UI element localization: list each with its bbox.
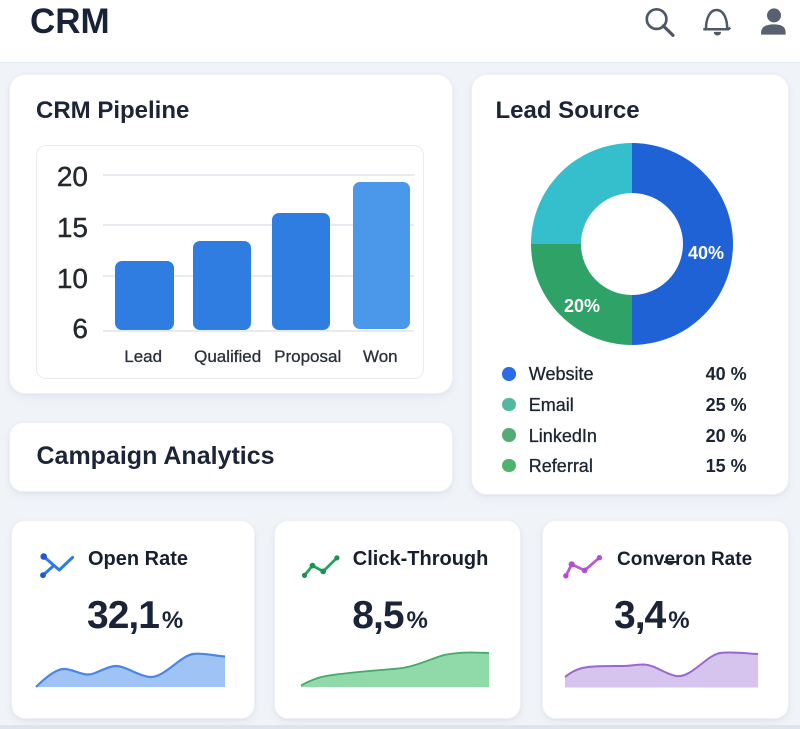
svg-text:20%: 20% [564,296,600,316]
svg-text:40%: 40% [688,243,724,263]
